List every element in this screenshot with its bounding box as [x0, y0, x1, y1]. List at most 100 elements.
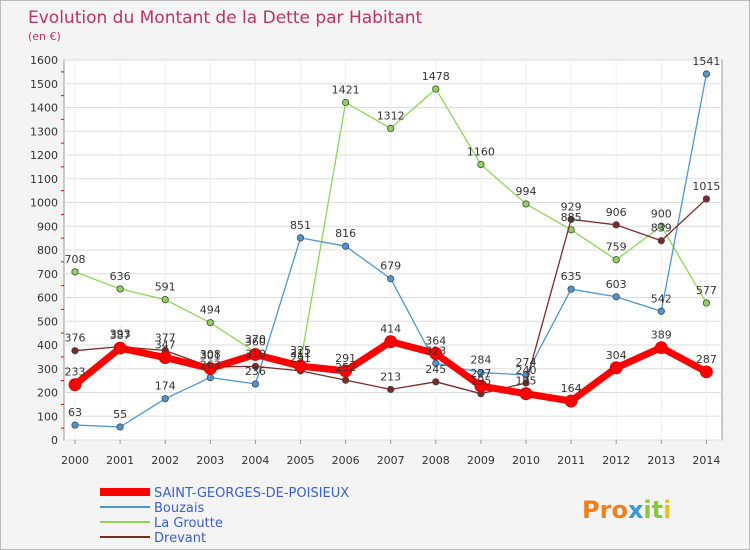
- data-label: 885: [561, 211, 582, 224]
- data-label: 274: [516, 356, 537, 369]
- data-point: [432, 359, 440, 367]
- data-point: [71, 268, 79, 276]
- data-label: 542: [651, 292, 672, 305]
- y-tick-label: 1600: [30, 54, 58, 67]
- y-tick-label: 200: [37, 387, 58, 400]
- data-label: 816: [335, 227, 356, 240]
- data-label: 994: [516, 185, 537, 198]
- data-label: 323: [425, 344, 446, 357]
- data-point: [294, 359, 307, 373]
- data-point: [519, 387, 533, 401]
- data-point: [522, 200, 530, 208]
- data-point: [68, 378, 82, 392]
- data-label: 213: [380, 370, 401, 383]
- data-label: 635: [561, 270, 582, 283]
- data-point: [161, 395, 169, 403]
- legend-label: La Groutte: [154, 516, 223, 531]
- x-tick-label: 2005: [287, 454, 315, 467]
- data-label: 233: [65, 366, 86, 379]
- data-point: [654, 341, 668, 355]
- data-label: 308: [200, 348, 221, 361]
- x-tick-label: 2010: [512, 454, 540, 467]
- data-label: 284: [470, 354, 491, 367]
- data-label: 287: [696, 353, 717, 366]
- data-label: 195: [516, 375, 537, 388]
- data-label: 577: [696, 284, 717, 297]
- data-label: 236: [245, 365, 266, 378]
- data-label: 325: [290, 344, 311, 357]
- data-point: [702, 299, 711, 307]
- y-tick-label: 800: [37, 244, 58, 257]
- data-point: [477, 160, 485, 169]
- data-label: 310: [245, 347, 266, 360]
- data-label: 851: [290, 219, 311, 232]
- data-point: [702, 195, 711, 203]
- x-tick-label: 2006: [332, 454, 360, 467]
- x-tick-label: 2004: [241, 454, 269, 467]
- legend-label: SAINT-GEORGES-DE-POISIEUX: [154, 486, 349, 501]
- data-label: 301: [200, 350, 221, 363]
- data-label: 291: [335, 352, 356, 365]
- data-point: [474, 379, 488, 393]
- data-label: 1478: [422, 70, 450, 83]
- data-label: 906: [606, 206, 627, 219]
- data-point: [612, 256, 620, 264]
- data-label: 370: [245, 333, 266, 346]
- data-label: 377: [155, 331, 176, 344]
- data-label: 291: [290, 352, 311, 365]
- y-tick-label: 600: [37, 292, 58, 305]
- data-point: [116, 285, 124, 293]
- data-point: [251, 380, 259, 388]
- data-label: 929: [561, 200, 582, 213]
- data-point: [341, 98, 350, 107]
- data-label: 1015: [692, 180, 720, 193]
- data-label: 591: [155, 281, 176, 294]
- data-label: 227: [470, 367, 491, 380]
- y-tick-label: 1100: [30, 173, 58, 186]
- data-point: [387, 275, 395, 283]
- y-tick-label: 100: [37, 410, 58, 423]
- data-point: [203, 362, 217, 375]
- data-point: [341, 376, 350, 384]
- data-point: [248, 348, 262, 361]
- chart-title: Evolution du Montant de la Dette par Hab…: [28, 8, 423, 28]
- data-point: [339, 364, 353, 378]
- x-tick-label: 2008: [422, 454, 450, 467]
- data-label: 389: [651, 329, 672, 342]
- y-tick-label: 400: [37, 339, 58, 352]
- data-label: 603: [606, 278, 627, 291]
- y-tick-label: 300: [37, 363, 58, 376]
- data-point: [161, 296, 169, 304]
- y-tick-label: 700: [37, 268, 58, 281]
- data-point: [702, 70, 711, 78]
- data-point: [341, 242, 350, 250]
- data-label: 240: [516, 364, 537, 377]
- x-tick-label: 2000: [61, 454, 89, 467]
- data-label: 311: [290, 347, 311, 360]
- x-tick-label: 2001: [106, 454, 134, 467]
- x-tick-label: 2003: [196, 454, 224, 467]
- data-point: [387, 124, 395, 132]
- data-label: 1421: [332, 84, 360, 97]
- data-point: [567, 285, 575, 293]
- data-label: 1312: [377, 109, 405, 122]
- data-point: [429, 347, 443, 360]
- x-tick-label: 2011: [557, 454, 585, 467]
- data-point: [564, 394, 578, 408]
- data-point: [657, 307, 665, 315]
- data-point: [71, 347, 79, 355]
- data-label: 195: [470, 375, 491, 388]
- data-point: [206, 373, 214, 382]
- data-point: [113, 341, 127, 355]
- data-label: 245: [425, 363, 446, 376]
- data-point: [657, 222, 665, 230]
- chart-subtitle: (en €): [28, 30, 61, 43]
- x-tick-label: 2002: [151, 454, 179, 467]
- data-point: [609, 361, 623, 375]
- data-label: 679: [380, 260, 401, 273]
- data-point: [384, 335, 398, 349]
- data-point: [567, 215, 575, 223]
- data-label: 839: [651, 222, 672, 235]
